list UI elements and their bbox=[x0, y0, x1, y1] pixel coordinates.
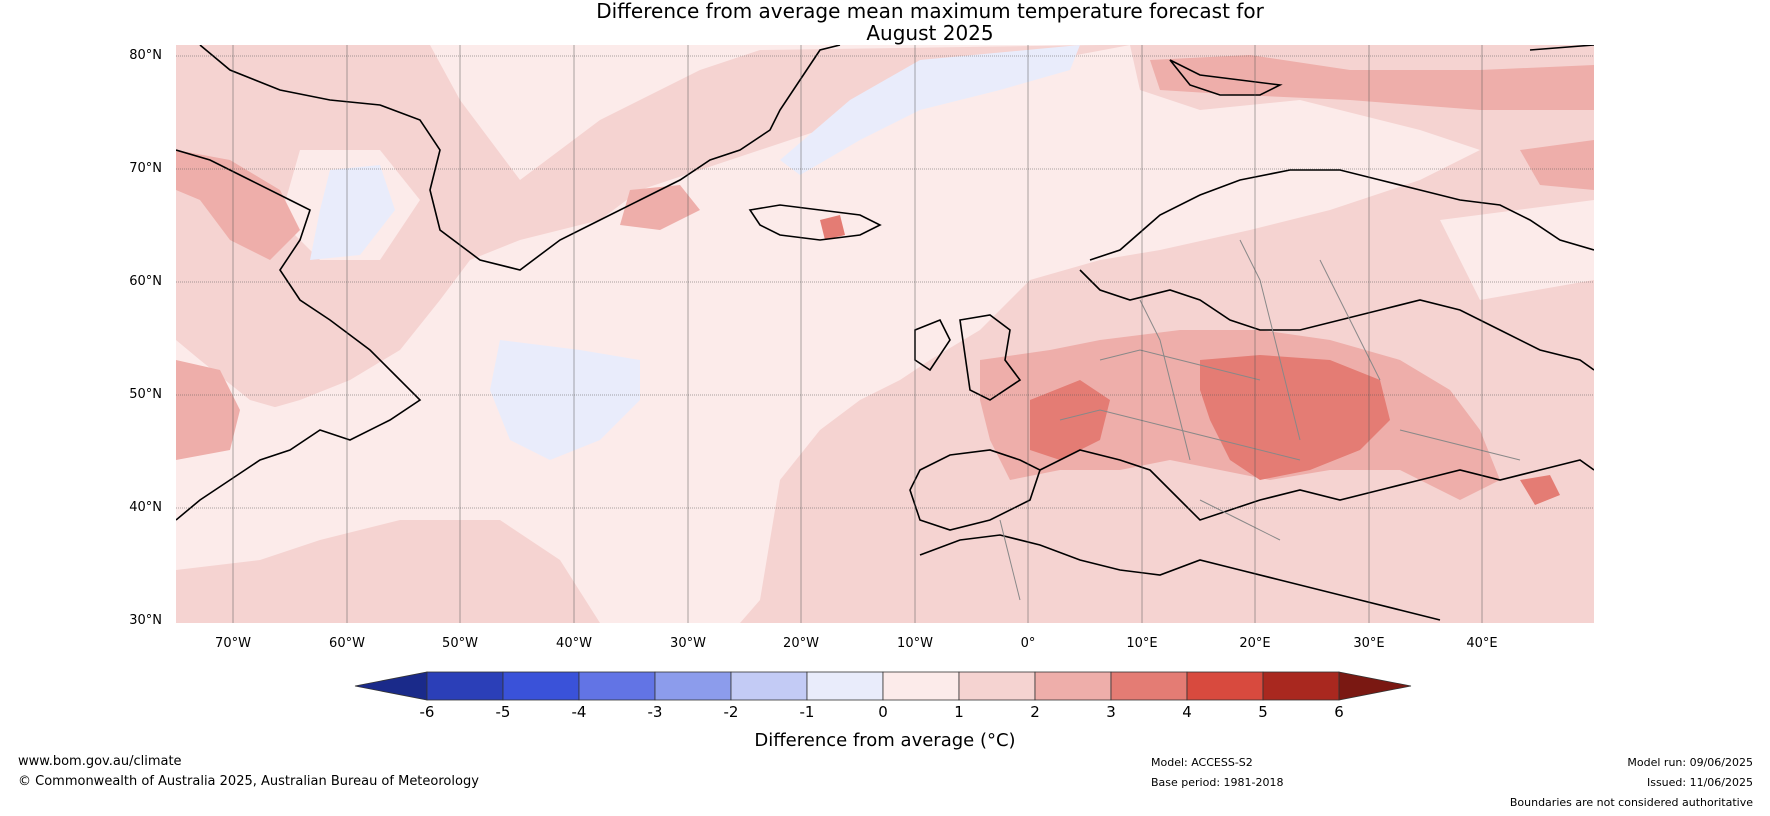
disclaimer-text: Boundaries are not considered authoritat… bbox=[1509, 796, 1753, 809]
colorbar-segment bbox=[1110, 671, 1188, 701]
issued-text: Issued: 11/06/2025 bbox=[1646, 776, 1753, 789]
colorbar-tick-label: 4 bbox=[1182, 703, 1192, 721]
colorbar-tick-label: 2 bbox=[1030, 703, 1040, 721]
lat-label: 50°N bbox=[129, 387, 162, 402]
lon-label: 70°W bbox=[215, 636, 251, 651]
model-run-text: Model run: 09/06/2025 bbox=[1627, 756, 1753, 769]
lon-label: 20°E bbox=[1239, 636, 1271, 651]
country-borders bbox=[999, 239, 1521, 601]
lat-label: 30°N bbox=[129, 613, 162, 628]
colorbar-tick-label: 1 bbox=[954, 703, 964, 721]
map-title-line-1: Difference from average mean maximum tem… bbox=[596, 0, 1264, 23]
colorbar-extend-high bbox=[1338, 671, 1412, 701]
colorbar-segment bbox=[806, 671, 884, 701]
website-link[interactable]: www.bom.gov.au/climate bbox=[18, 754, 182, 769]
colorbar-segment bbox=[882, 671, 960, 701]
colorbar-segment bbox=[958, 671, 1036, 701]
lat-label: 70°N bbox=[129, 161, 162, 176]
anomaly-3-4-regions bbox=[820, 215, 1560, 505]
colorbar-tick-label: -4 bbox=[571, 703, 587, 721]
colorbar-extend-low bbox=[354, 671, 428, 701]
colorbar-segment bbox=[654, 671, 732, 701]
colorbar-segment bbox=[1262, 671, 1340, 701]
base-period-text: Base period: 1981-2018 bbox=[1151, 776, 1284, 789]
lat-label: 40°N bbox=[129, 500, 162, 515]
colorbar-tick-label: -3 bbox=[647, 703, 663, 721]
colorbar-segment bbox=[1034, 671, 1112, 701]
copyright-text: © Commonwealth of Australia 2025, Austra… bbox=[18, 774, 479, 789]
model-text: Model: ACCESS-S2 bbox=[1151, 756, 1253, 769]
anomaly-neg1-0-regions bbox=[310, 45, 1080, 460]
lon-label: 40°W bbox=[556, 636, 592, 651]
anomaly-0-1-regions bbox=[176, 45, 1594, 623]
lon-label: 50°W bbox=[442, 636, 478, 651]
lon-label: 30°E bbox=[1353, 636, 1385, 651]
lon-label: 30°W bbox=[670, 636, 706, 651]
map-title-line-2: August 2025 bbox=[866, 21, 994, 45]
lon-label: 40°E bbox=[1466, 636, 1498, 651]
colorbar-tick-label: 0 bbox=[878, 703, 888, 721]
coastlines bbox=[176, 45, 1594, 621]
lon-label: 60°W bbox=[329, 636, 365, 651]
lon-label: 0° bbox=[1020, 636, 1036, 651]
colorbar-tick-label: -6 bbox=[419, 703, 435, 721]
graticule-latitude-lines bbox=[176, 55, 1594, 509]
colorbar-tick-label: 5 bbox=[1258, 703, 1268, 721]
colorbar-segment bbox=[730, 671, 808, 701]
lon-label: 10°E bbox=[1126, 636, 1158, 651]
lat-label: 60°N bbox=[129, 274, 162, 289]
colorbar-segment bbox=[426, 671, 504, 701]
colorbar-tick-label: -5 bbox=[495, 703, 511, 721]
colorbar bbox=[354, 671, 1412, 701]
colorbar-segment bbox=[578, 671, 656, 701]
colorbar-tick-label: -1 bbox=[799, 703, 815, 721]
lon-label: 20°W bbox=[783, 636, 819, 651]
lon-label: 10°W bbox=[897, 636, 933, 651]
graticule-longitude-lines bbox=[232, 45, 1483, 623]
colorbar-tick-label: 6 bbox=[1334, 703, 1344, 721]
colorbar-tick-label: 3 bbox=[1106, 703, 1116, 721]
colorbar-tick-label: -2 bbox=[723, 703, 739, 721]
colorbar-title: Difference from average (°C) bbox=[754, 730, 1016, 751]
colorbar-segment bbox=[502, 671, 580, 701]
colorbar-segment bbox=[1186, 671, 1264, 701]
lat-label: 80°N bbox=[129, 48, 162, 63]
